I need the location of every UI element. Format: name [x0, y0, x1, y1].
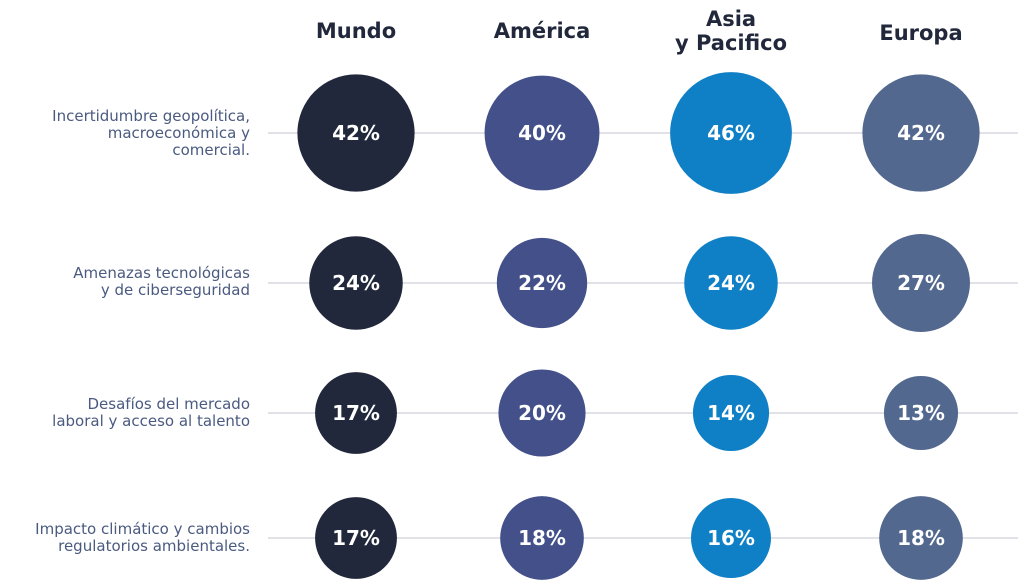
bubble-value-label: 18%: [518, 526, 566, 550]
bubble-value-label: 24%: [707, 271, 755, 295]
bubble-value-label: 42%: [897, 121, 945, 145]
bubble-value-label: 14%: [707, 401, 755, 425]
bubble-value-label: 17%: [332, 526, 380, 550]
bubble: [498, 369, 586, 457]
bubble: [684, 236, 778, 330]
bubble: [862, 74, 980, 192]
column-header-mundo: Mundo: [315, 19, 397, 43]
bubble-value-label: 20%: [518, 401, 566, 425]
row-label-talento: Desafíos del mercado laboral y acceso al…: [52, 395, 250, 430]
bubble-value-label: 24%: [332, 271, 380, 295]
bubble: [500, 496, 584, 580]
bubble: [315, 372, 397, 454]
bubble: [297, 74, 415, 192]
bubble-value-label: 16%: [707, 526, 755, 550]
row-label-climatico: Impacto climático y cambios regulatorios…: [35, 520, 250, 555]
bubble: [872, 234, 970, 332]
bubble-value-label: 17%: [332, 401, 380, 425]
row-label-geopolitica: Incertidumbre geopolítica, macroeconómic…: [52, 107, 250, 159]
bubble-value-label: 22%: [518, 271, 566, 295]
bubble: [879, 496, 963, 580]
bubble-value-label: 46%: [707, 121, 755, 145]
row-label-tecnologicas: Amenazas tecnológicas y de cibersegurida…: [73, 264, 250, 299]
column-header-europa: Europa: [879, 21, 963, 45]
bubble-value-label: 13%: [897, 401, 945, 425]
bubble: [484, 75, 600, 191]
bubble: [315, 497, 397, 579]
bubble-value-label: 40%: [518, 121, 566, 145]
bubble: [670, 72, 792, 194]
bubble: [883, 375, 959, 451]
bubble: [692, 374, 770, 452]
bubble: [309, 236, 403, 330]
bubble-value-label: 42%: [332, 121, 380, 145]
column-header-asia-pacifico: Asia y Pacifico: [674, 7, 788, 55]
bubble: [691, 498, 771, 578]
bubble-value-label: 27%: [897, 271, 945, 295]
bubble: [496, 237, 588, 329]
bubble-value-label: 18%: [897, 526, 945, 550]
column-header-america: América: [493, 19, 591, 43]
